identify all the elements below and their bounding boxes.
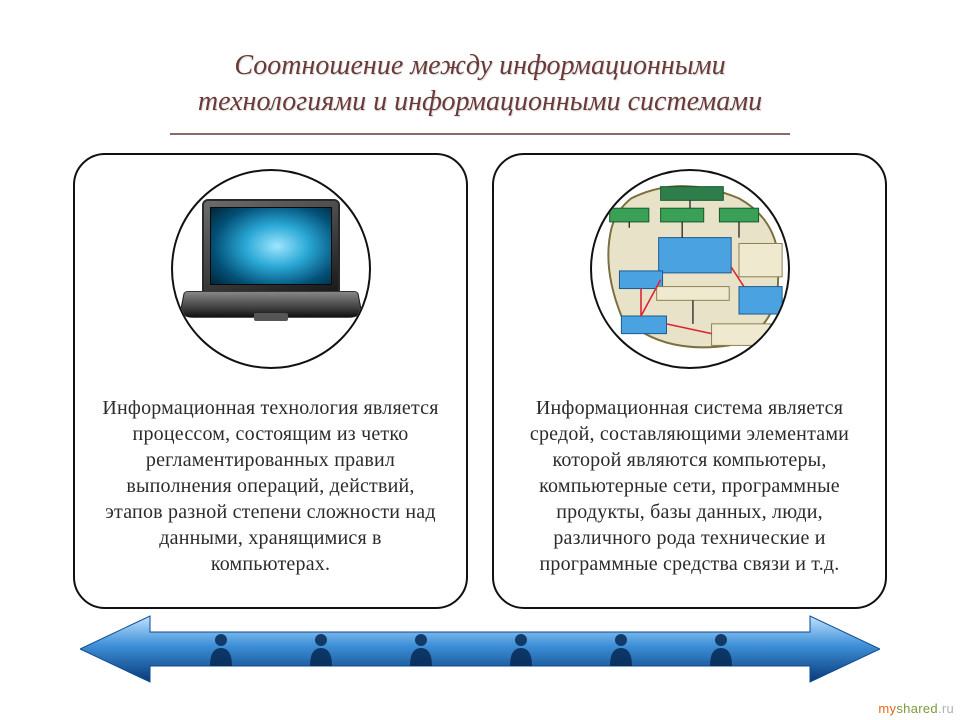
laptop-circle-frame [171, 169, 371, 369]
network-circle-frame [590, 169, 790, 369]
card-right: Информационная система является средой, … [492, 153, 887, 609]
watermark-part-2: shared [896, 701, 938, 716]
double-arrow-band [80, 614, 880, 684]
cards-row: Информационная технология является проце… [0, 153, 960, 609]
watermark-part-1: my [878, 701, 896, 716]
title-line-1: Соотношение между информационными [234, 50, 725, 81]
card-left-text: Информационная технология является проце… [99, 395, 442, 577]
watermark: myshared.ru [878, 701, 954, 716]
card-left: Информационная технология является проце… [73, 153, 468, 609]
watermark-part-3: .ru [938, 701, 954, 716]
network-diagram-icon [592, 169, 788, 369]
title-underline [170, 133, 790, 135]
slide-title: Соотношение между информационными технол… [0, 0, 960, 129]
card-right-text: Информационная система является средой, … [518, 395, 861, 577]
title-line-2: технологиями и информационными системами [198, 86, 762, 117]
laptop-icon [184, 199, 358, 339]
